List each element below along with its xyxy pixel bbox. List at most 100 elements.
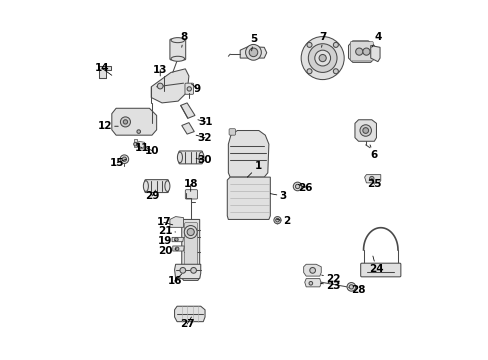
- FancyBboxPatch shape: [144, 180, 168, 193]
- Ellipse shape: [199, 152, 203, 163]
- Polygon shape: [354, 120, 376, 141]
- Polygon shape: [182, 123, 194, 134]
- Circle shape: [273, 217, 281, 224]
- Circle shape: [314, 50, 330, 66]
- Circle shape: [306, 69, 311, 74]
- FancyBboxPatch shape: [360, 263, 400, 277]
- Text: 19: 19: [157, 236, 175, 246]
- Text: 22: 22: [321, 274, 340, 284]
- Text: 23: 23: [320, 281, 340, 291]
- Polygon shape: [182, 220, 199, 280]
- Circle shape: [180, 267, 185, 273]
- FancyBboxPatch shape: [228, 129, 235, 135]
- Circle shape: [362, 128, 368, 134]
- Circle shape: [123, 120, 127, 124]
- Circle shape: [306, 42, 311, 48]
- Polygon shape: [364, 175, 380, 183]
- Circle shape: [355, 48, 362, 55]
- Circle shape: [362, 48, 369, 55]
- Polygon shape: [134, 139, 137, 147]
- Ellipse shape: [171, 56, 184, 61]
- Circle shape: [309, 267, 315, 273]
- Text: 10: 10: [145, 145, 159, 156]
- Circle shape: [308, 282, 312, 285]
- Circle shape: [293, 182, 301, 191]
- Text: 27: 27: [180, 317, 194, 329]
- Text: 18: 18: [183, 179, 198, 192]
- Circle shape: [137, 130, 140, 134]
- Polygon shape: [348, 41, 373, 62]
- Circle shape: [190, 267, 196, 273]
- Ellipse shape: [171, 38, 184, 42]
- Circle shape: [175, 247, 179, 251]
- Circle shape: [295, 184, 299, 189]
- FancyBboxPatch shape: [169, 39, 185, 60]
- Text: 15: 15: [110, 158, 126, 168]
- Text: 6: 6: [369, 145, 377, 160]
- Text: 25: 25: [366, 178, 381, 189]
- FancyBboxPatch shape: [185, 190, 197, 199]
- Circle shape: [301, 37, 344, 80]
- Polygon shape: [172, 237, 183, 242]
- Polygon shape: [304, 279, 321, 287]
- Text: 28: 28: [348, 285, 365, 296]
- Text: 16: 16: [167, 274, 182, 286]
- Circle shape: [133, 142, 137, 146]
- Text: 8: 8: [180, 32, 187, 47]
- Circle shape: [157, 83, 163, 89]
- Text: 7: 7: [319, 32, 326, 47]
- Circle shape: [308, 44, 336, 72]
- Polygon shape: [99, 66, 111, 78]
- Text: 13: 13: [153, 64, 167, 76]
- Text: 1: 1: [247, 161, 261, 177]
- Circle shape: [120, 117, 130, 127]
- Circle shape: [369, 176, 373, 181]
- Circle shape: [122, 157, 126, 161]
- Ellipse shape: [143, 181, 148, 192]
- Circle shape: [187, 87, 191, 91]
- Circle shape: [245, 44, 261, 60]
- Text: 2: 2: [276, 216, 290, 226]
- Circle shape: [184, 226, 197, 238]
- Polygon shape: [303, 264, 321, 276]
- Circle shape: [333, 69, 338, 74]
- Polygon shape: [370, 45, 379, 62]
- Text: 29: 29: [144, 190, 159, 201]
- Text: 26: 26: [298, 183, 312, 193]
- Polygon shape: [112, 108, 156, 135]
- Text: 17: 17: [156, 217, 172, 227]
- Circle shape: [319, 54, 325, 62]
- Polygon shape: [228, 131, 268, 177]
- Circle shape: [187, 228, 194, 235]
- Text: 11: 11: [135, 143, 149, 153]
- FancyBboxPatch shape: [349, 41, 372, 61]
- Circle shape: [275, 219, 279, 222]
- Text: 12: 12: [97, 121, 118, 131]
- Polygon shape: [180, 103, 195, 118]
- Text: 14: 14: [94, 63, 112, 75]
- Text: 24: 24: [368, 256, 383, 274]
- Circle shape: [348, 285, 353, 289]
- Polygon shape: [240, 46, 266, 58]
- Polygon shape: [151, 69, 188, 103]
- Text: 30: 30: [196, 155, 211, 165]
- Polygon shape: [169, 217, 183, 227]
- FancyBboxPatch shape: [184, 83, 193, 94]
- Polygon shape: [174, 264, 201, 279]
- Text: 9: 9: [191, 84, 200, 94]
- Circle shape: [249, 48, 257, 57]
- Text: 20: 20: [157, 246, 176, 256]
- Circle shape: [174, 238, 178, 241]
- Polygon shape: [227, 177, 270, 220]
- Polygon shape: [139, 141, 144, 148]
- Circle shape: [346, 283, 355, 291]
- FancyBboxPatch shape: [179, 151, 202, 164]
- Text: 32: 32: [196, 133, 212, 143]
- Text: 4: 4: [371, 32, 381, 47]
- Text: 3: 3: [270, 191, 286, 201]
- Text: 21: 21: [157, 226, 175, 236]
- Polygon shape: [174, 306, 204, 321]
- Circle shape: [359, 125, 371, 136]
- Circle shape: [333, 42, 338, 48]
- Circle shape: [120, 155, 128, 163]
